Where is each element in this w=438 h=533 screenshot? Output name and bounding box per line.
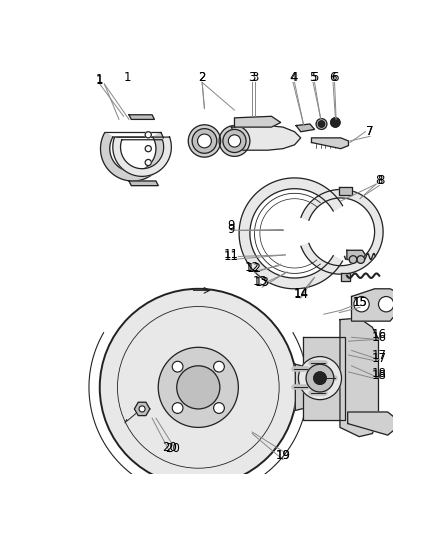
Text: 6: 6 [331,71,338,84]
Text: 16: 16 [372,328,387,342]
Text: 12: 12 [247,262,262,274]
Circle shape [145,146,151,152]
Circle shape [172,361,183,372]
Text: 13: 13 [255,276,270,289]
Text: 2: 2 [198,71,206,84]
Text: 11: 11 [224,250,239,263]
Text: 9: 9 [228,219,235,232]
Text: 17: 17 [372,349,387,361]
Text: 15: 15 [353,296,367,309]
Ellipse shape [192,128,217,154]
Circle shape [298,357,342,400]
Ellipse shape [198,134,212,148]
Text: 14: 14 [293,287,308,300]
Circle shape [139,406,145,412]
Circle shape [145,159,151,166]
Circle shape [100,289,297,486]
Text: 20: 20 [162,441,177,454]
Ellipse shape [188,125,221,157]
Circle shape [316,119,327,130]
Text: 2: 2 [198,71,206,84]
Circle shape [378,296,394,312]
Polygon shape [348,412,396,435]
Text: 14: 14 [293,288,308,302]
Text: 9: 9 [228,223,235,236]
Circle shape [177,366,220,409]
Circle shape [158,348,238,427]
Text: 3: 3 [248,71,256,84]
Polygon shape [100,133,165,181]
Polygon shape [295,364,307,410]
Polygon shape [234,116,281,127]
Text: 5: 5 [311,71,318,84]
Polygon shape [231,126,301,150]
Text: 8: 8 [375,174,383,188]
Text: 11: 11 [224,248,239,261]
Circle shape [314,372,326,384]
Circle shape [349,256,357,263]
Text: 12: 12 [245,261,260,274]
Ellipse shape [228,135,240,147]
Polygon shape [311,138,349,149]
Polygon shape [129,115,155,119]
Text: 7: 7 [366,125,374,138]
Text: 6: 6 [329,71,337,84]
Circle shape [357,256,364,263]
Polygon shape [134,402,150,416]
Circle shape [214,402,224,414]
Ellipse shape [219,126,250,156]
Circle shape [354,296,369,312]
Polygon shape [301,189,383,274]
Text: 20: 20 [166,442,180,456]
Text: 15: 15 [353,296,367,309]
Text: 3: 3 [251,71,258,84]
Text: 5: 5 [309,71,317,84]
Polygon shape [341,273,350,281]
Circle shape [214,361,224,372]
Polygon shape [239,178,343,289]
Text: 18: 18 [372,369,387,382]
Text: 8: 8 [377,174,385,188]
Text: 1: 1 [96,73,103,86]
Text: 19: 19 [276,449,290,462]
Text: 1: 1 [96,75,103,87]
Polygon shape [347,251,365,260]
Text: 16: 16 [372,331,387,344]
Polygon shape [339,187,352,195]
Circle shape [318,121,325,127]
Polygon shape [129,181,158,185]
Polygon shape [340,318,378,437]
Text: 17: 17 [372,352,387,365]
Text: 13: 13 [252,276,267,288]
Polygon shape [113,137,171,176]
Circle shape [306,364,334,392]
Text: 7: 7 [366,125,374,138]
Text: 1: 1 [124,71,131,84]
Text: 18: 18 [372,367,387,380]
Text: 19: 19 [276,449,290,462]
Text: 4: 4 [289,71,297,84]
Circle shape [145,132,151,138]
Polygon shape [352,289,398,321]
Polygon shape [303,336,346,419]
Circle shape [172,402,183,414]
Ellipse shape [223,130,246,152]
Circle shape [331,118,340,127]
Polygon shape [296,124,314,132]
Text: 4: 4 [291,71,298,84]
